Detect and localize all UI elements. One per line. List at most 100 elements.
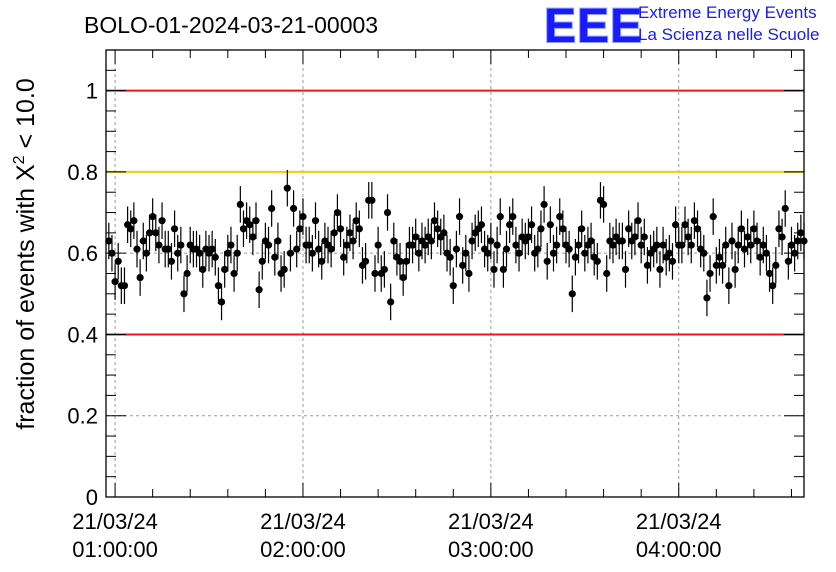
data-point: [289, 204, 298, 213]
data-point: [559, 225, 567, 233]
data-point: [296, 225, 304, 233]
data-point: [427, 237, 435, 245]
data-series: [105, 169, 808, 321]
data-point: [311, 217, 320, 225]
data-point: [399, 273, 407, 282]
data-point: [327, 245, 335, 253]
data-point: [280, 265, 288, 274]
data-point: [549, 249, 558, 257]
data-point: [665, 249, 673, 257]
data-point: [271, 253, 279, 261]
y-tick-label: 1: [86, 79, 98, 104]
data-point: [149, 213, 157, 221]
data-point: [490, 265, 498, 274]
data-point: [753, 237, 761, 245]
data-point: [565, 245, 573, 253]
data-point: [402, 257, 410, 265]
data-point: [772, 261, 780, 269]
data-point: [744, 233, 752, 241]
data-point: [224, 249, 232, 257]
data-point: [700, 249, 708, 257]
y-tick-label: 0.4: [67, 322, 98, 347]
data-point: [672, 221, 680, 229]
data-point: [693, 225, 702, 233]
data-point: [762, 249, 771, 257]
data-point: [315, 245, 323, 253]
data-point: [114, 257, 122, 265]
x-tick-date: 21/03/24: [72, 509, 158, 534]
data-point: [765, 269, 774, 278]
data-point: [430, 217, 439, 225]
data-point: [593, 257, 601, 265]
data-point: [199, 265, 207, 274]
data-point: [603, 269, 611, 278]
data-point: [706, 269, 714, 278]
data-point: [690, 217, 698, 225]
data-point: [333, 208, 342, 217]
data-point: [459, 261, 467, 269]
eee-logo: EEE Extreme Energy Events La Scienza nel…: [543, 0, 819, 54]
data-point: [715, 253, 724, 261]
data-point: [737, 225, 745, 233]
data-point: [781, 204, 789, 213]
data-point: [264, 241, 273, 249]
data-point: [493, 241, 501, 249]
y-tick-label: 0.8: [67, 160, 98, 185]
data-point: [230, 269, 238, 278]
data-point: [634, 217, 642, 225]
data-point: [571, 253, 580, 261]
data-point: [484, 249, 492, 257]
data-point: [465, 269, 473, 278]
x-tick-time: 01:00:00: [72, 537, 158, 562]
data-point: [283, 184, 291, 192]
data-point: [111, 278, 119, 286]
data-point: [286, 249, 295, 257]
y-tick-label: 0.6: [67, 241, 98, 266]
data-point: [383, 208, 392, 217]
data-point: [127, 225, 135, 233]
data-point: [546, 221, 554, 229]
data-point: [274, 237, 282, 245]
data-point: [158, 217, 166, 225]
data-point: [249, 233, 257, 241]
data-point: [421, 241, 429, 249]
data-point: [640, 233, 648, 241]
data-point: [217, 298, 226, 306]
data-point: [625, 225, 633, 233]
data-point: [775, 225, 783, 233]
data-point: [574, 241, 583, 249]
data-point: [255, 286, 263, 294]
data-point: [455, 213, 464, 221]
data-point: [368, 196, 376, 204]
data-point: [170, 225, 179, 233]
data-point: [120, 282, 129, 290]
data-point: [509, 213, 517, 221]
x-tick-time: 02:00:00: [260, 537, 346, 562]
data-point: [599, 200, 608, 209]
y-axis-label-sup: 2: [11, 155, 28, 164]
data-point: [553, 241, 561, 249]
data-point: [477, 221, 486, 229]
data-point: [177, 241, 185, 249]
data-point: [412, 233, 420, 241]
data-point: [355, 225, 363, 233]
data-point: [659, 241, 667, 249]
data-point: [784, 257, 792, 265]
data-point: [299, 213, 307, 221]
data-point: [718, 261, 727, 269]
data-point: [506, 221, 514, 229]
y-axis-label-symbol: X: [12, 164, 40, 181]
data-point: [725, 282, 733, 290]
data-point: [305, 241, 313, 249]
data-point: [308, 249, 316, 257]
data-point: [340, 253, 348, 261]
data-point: [499, 265, 507, 274]
data-point: [496, 213, 504, 221]
data-point: [502, 245, 511, 253]
y-axis-label-suffix: < 10.0: [12, 78, 40, 155]
x-tick-date: 21/03/24: [448, 509, 534, 534]
data-point: [336, 225, 345, 233]
data-point: [130, 217, 138, 225]
data-point: [268, 204, 276, 213]
data-point: [631, 233, 639, 241]
